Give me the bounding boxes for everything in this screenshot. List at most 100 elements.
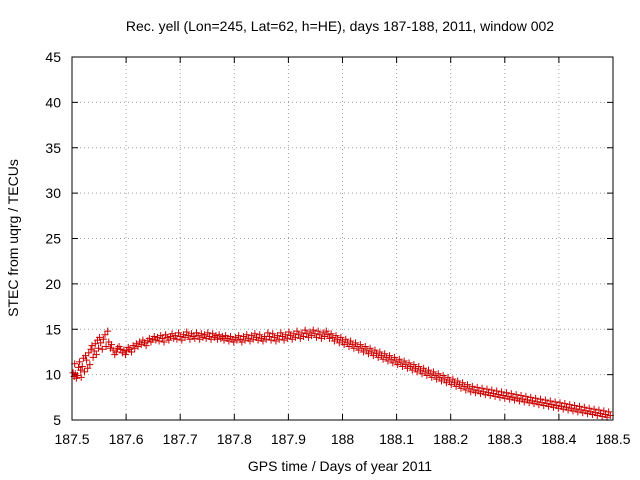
data-point xyxy=(340,341,348,349)
data-point xyxy=(160,338,168,346)
data-point xyxy=(481,391,489,399)
data-point xyxy=(78,362,86,370)
data-point xyxy=(196,335,204,343)
data-point xyxy=(350,344,358,352)
data-point xyxy=(235,332,243,340)
x-tick-label: 188 xyxy=(331,431,355,447)
data-point xyxy=(189,333,197,341)
data-point xyxy=(605,408,613,416)
data-point xyxy=(150,333,158,341)
data-point xyxy=(259,337,267,345)
data-point xyxy=(418,370,426,378)
data-point xyxy=(415,362,423,370)
data-point xyxy=(442,379,450,387)
data-point xyxy=(241,336,249,344)
data-point xyxy=(86,361,94,369)
data-point xyxy=(329,333,337,341)
data-point xyxy=(511,396,519,404)
data-point xyxy=(209,330,217,338)
data-point xyxy=(309,326,317,334)
y-tick-label: 5 xyxy=(53,412,61,428)
data-point xyxy=(399,362,407,370)
y-axis-label: STEC from uqrg / TECUs xyxy=(5,159,21,317)
data-point xyxy=(316,331,324,339)
data-point xyxy=(366,344,374,352)
data-point xyxy=(287,332,295,340)
data-point xyxy=(175,329,183,337)
data-point xyxy=(254,336,262,344)
data-point xyxy=(384,357,392,365)
data-point xyxy=(566,401,574,409)
data-point xyxy=(491,392,499,400)
y-tick-label: 20 xyxy=(45,276,61,292)
data-point xyxy=(295,331,303,339)
data-point xyxy=(506,395,514,403)
data-point xyxy=(433,375,441,383)
data-point xyxy=(467,388,475,396)
tick-labels: 187.5 187.6 187.7 187.8 187.9 188 188.1 188.2 18… xyxy=(45,49,630,447)
data-point xyxy=(324,331,332,339)
data-point xyxy=(532,394,540,402)
data-point xyxy=(441,375,449,383)
data-point xyxy=(233,336,241,344)
data-point xyxy=(559,405,567,413)
data-point xyxy=(142,342,150,350)
data-point xyxy=(249,335,257,343)
data-point xyxy=(429,368,437,376)
data-point xyxy=(421,368,429,376)
data-point xyxy=(334,335,342,343)
data-point xyxy=(446,377,454,385)
x-axis-label: GPS time / Days of year 2011 xyxy=(248,458,432,474)
data-point xyxy=(270,333,278,341)
data-point xyxy=(332,332,340,340)
data-point xyxy=(575,402,583,410)
data-point xyxy=(465,384,473,392)
data-point xyxy=(410,361,418,369)
data-point xyxy=(246,337,254,345)
data-point xyxy=(535,401,543,409)
data-point xyxy=(97,339,105,347)
data-point xyxy=(202,334,210,342)
data-point xyxy=(296,334,304,342)
data-point xyxy=(339,337,346,345)
data-point xyxy=(98,345,106,353)
data-point xyxy=(330,337,338,345)
data-point xyxy=(584,410,592,418)
data-point xyxy=(353,342,361,350)
data-point xyxy=(554,404,562,412)
data-point xyxy=(476,390,484,398)
data-point xyxy=(386,352,394,360)
data-point xyxy=(580,403,588,411)
data-point xyxy=(595,406,603,414)
data-point xyxy=(80,368,88,376)
data-point xyxy=(112,348,120,356)
data-point xyxy=(407,362,415,370)
data-point xyxy=(408,366,416,374)
data-point xyxy=(361,342,369,350)
data-point xyxy=(374,353,382,361)
data-point xyxy=(212,332,220,340)
x-tick-label: 187.8 xyxy=(217,431,252,447)
y-tick-label: 45 xyxy=(45,49,61,65)
data-point xyxy=(278,333,286,341)
data-point xyxy=(496,393,504,401)
data-point xyxy=(96,333,104,341)
data-point xyxy=(423,372,431,380)
data-point xyxy=(293,327,301,335)
data-point xyxy=(124,343,132,351)
data-point xyxy=(498,388,506,396)
data-point xyxy=(541,396,549,404)
data-point xyxy=(389,359,397,367)
data-point xyxy=(303,330,311,338)
data-point xyxy=(308,332,316,340)
data-point xyxy=(364,350,372,358)
data-point xyxy=(450,379,458,387)
data-point xyxy=(137,341,145,349)
data-point xyxy=(527,393,535,401)
chart-title: Rec. yell (Lon=245, Lat=62, h=HE), days … xyxy=(126,18,554,34)
data-point xyxy=(590,405,598,413)
data-point xyxy=(243,331,251,339)
data-point xyxy=(128,348,136,356)
x-tick-label: 188.2 xyxy=(433,431,468,447)
data-point xyxy=(194,332,202,340)
